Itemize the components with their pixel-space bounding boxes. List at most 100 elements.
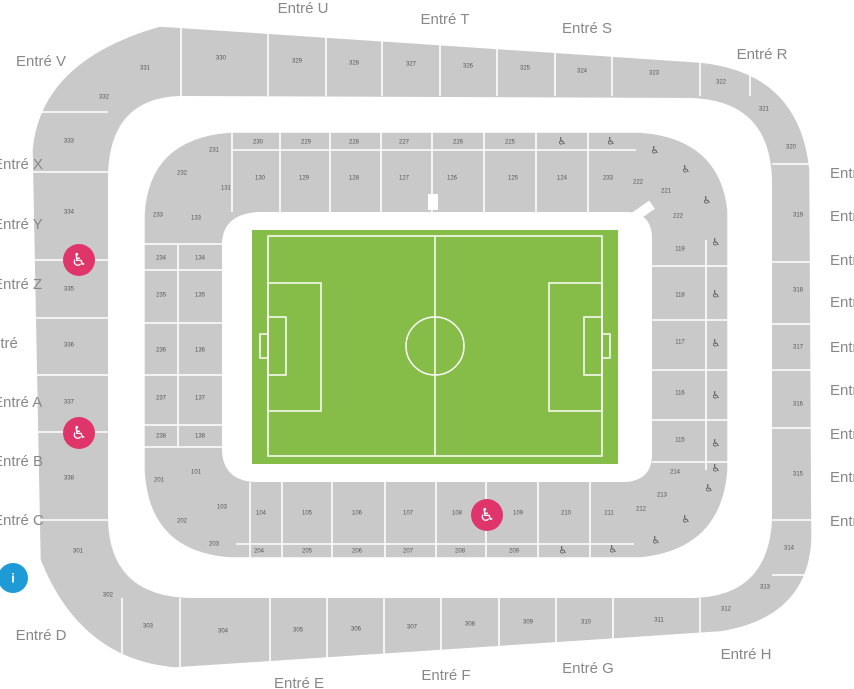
section-label[interactable]: 314 [784, 546, 795, 552]
section-label[interactable]: 228 [349, 140, 360, 146]
section-label[interactable]: 115 [675, 438, 685, 444]
section-label[interactable]: 313 [760, 585, 771, 591]
section-label[interactable]: 318 [793, 288, 804, 294]
section-label[interactable]: 310 [581, 620, 592, 626]
section-label[interactable]: 233 [603, 176, 614, 182]
section-label[interactable]: 127 [399, 176, 410, 182]
section-label[interactable]: 317 [793, 345, 804, 351]
section-label[interactable]: 237 [156, 396, 167, 402]
section-label[interactable]: 334 [64, 210, 75, 216]
section-label[interactable]: 207 [403, 549, 414, 555]
section-label[interactable]: 222 [633, 180, 644, 186]
section-label[interactable]: 118 [675, 293, 685, 299]
section-label[interactable]: 135 [195, 293, 206, 299]
section-label[interactable]: 214 [670, 470, 681, 476]
section-label[interactable]: 329 [292, 59, 303, 65]
section-label[interactable]: 124 [557, 176, 568, 182]
section-label[interactable]: 206 [352, 549, 363, 555]
section-label[interactable]: 222 [673, 214, 684, 220]
info-marker[interactable]: i [0, 563, 28, 593]
section-label[interactable]: 232 [177, 171, 188, 177]
section-label[interactable]: 226 [453, 140, 464, 146]
accessible-entrance-marker[interactable]: ♿ [63, 417, 95, 449]
section-label[interactable]: 304 [218, 629, 229, 635]
section-label[interactable]: 301 [73, 549, 84, 555]
section-label[interactable]: 331 [140, 66, 151, 72]
section-label[interactable]: 134 [195, 256, 206, 262]
section-label[interactable]: 227 [399, 140, 410, 146]
section-label[interactable]: 312 [721, 607, 732, 613]
section-label[interactable]: 233 [153, 213, 164, 219]
section-label[interactable]: 311 [654, 618, 664, 624]
section-label[interactable]: 323 [649, 71, 660, 77]
section-label[interactable]: 109 [513, 511, 524, 517]
section-label[interactable]: 209 [509, 549, 520, 555]
section-label[interactable]: 133 [191, 216, 202, 222]
section-label[interactable]: 231 [209, 148, 220, 154]
section-label[interactable]: 130 [255, 176, 266, 182]
section-label[interactable]: 229 [301, 140, 312, 146]
section-label[interactable]: 125 [508, 176, 519, 182]
section-label[interactable]: 327 [406, 62, 417, 68]
section-label[interactable]: 307 [407, 625, 418, 631]
section-label[interactable]: 337 [64, 400, 75, 406]
section-label[interactable]: 131 [221, 186, 232, 192]
section-label[interactable]: 128 [349, 176, 360, 182]
section-label[interactable]: 326 [463, 64, 474, 70]
section-label[interactable]: 238 [156, 434, 167, 440]
section-label[interactable]: 126 [447, 176, 458, 182]
section-label[interactable]: 116 [675, 391, 685, 397]
section-label[interactable]: 101 [191, 470, 202, 476]
section-label[interactable]: 305 [293, 628, 304, 634]
section-label[interactable]: 328 [349, 61, 360, 67]
section-label[interactable]: 324 [577, 69, 588, 75]
section-label[interactable]: 213 [657, 493, 668, 499]
section-label[interactable]: 119 [675, 247, 685, 253]
section-label[interactable]: 230 [253, 140, 264, 146]
section-label[interactable]: 211 [604, 511, 614, 517]
section-label[interactable]: 129 [299, 176, 310, 182]
accessible-entrance-marker[interactable]: ♿ [63, 244, 95, 276]
section-label[interactable]: 302 [103, 593, 114, 599]
section-label[interactable]: 316 [793, 402, 804, 408]
section-label[interactable]: 107 [403, 511, 414, 517]
section-label[interactable]: 201 [154, 478, 165, 484]
section-label[interactable]: 321 [759, 107, 770, 113]
section-label[interactable]: 117 [675, 340, 685, 346]
section-label[interactable]: 225 [505, 140, 516, 146]
section-label[interactable]: 335 [64, 287, 75, 293]
section-label[interactable]: 202 [177, 519, 188, 525]
section-label[interactable]: 306 [351, 627, 362, 633]
section-label[interactable]: 319 [793, 213, 804, 219]
section-label[interactable]: 330 [216, 56, 227, 62]
section-label[interactable]: 333 [64, 139, 75, 145]
section-label[interactable]: 320 [786, 145, 797, 151]
section-label[interactable]: 221 [661, 189, 672, 195]
section-label[interactable]: 234 [156, 256, 167, 262]
section-label[interactable]: 303 [143, 624, 154, 630]
section-label[interactable]: 212 [636, 507, 647, 513]
section-label[interactable]: 332 [99, 95, 110, 101]
section-label[interactable]: 338 [64, 476, 75, 482]
section-label[interactable]: 103 [217, 505, 228, 511]
accessible-entrance-marker[interactable]: ♿ [471, 499, 503, 531]
section-label[interactable]: 203 [209, 542, 220, 548]
section-label[interactable]: 208 [455, 549, 466, 555]
section-label[interactable]: 105 [302, 511, 313, 517]
section-label[interactable]: 308 [465, 622, 476, 628]
section-label[interactable]: 108 [452, 511, 463, 517]
section-label[interactable]: 106 [352, 511, 363, 517]
section-label[interactable]: 322 [716, 80, 727, 86]
section-label[interactable]: 309 [523, 620, 534, 626]
section-label[interactable]: 236 [156, 348, 167, 354]
section-label[interactable]: 138 [195, 434, 206, 440]
section-label[interactable]: 104 [256, 511, 267, 517]
section-label[interactable]: 137 [195, 396, 206, 402]
section-label[interactable]: 315 [793, 472, 804, 478]
section-label[interactable]: 210 [561, 511, 572, 517]
section-label[interactable]: 205 [302, 549, 313, 555]
section-label[interactable]: 325 [520, 66, 531, 72]
section-label[interactable]: 336 [64, 343, 75, 349]
section-label[interactable]: 204 [254, 549, 265, 555]
section-label[interactable]: 136 [195, 348, 206, 354]
